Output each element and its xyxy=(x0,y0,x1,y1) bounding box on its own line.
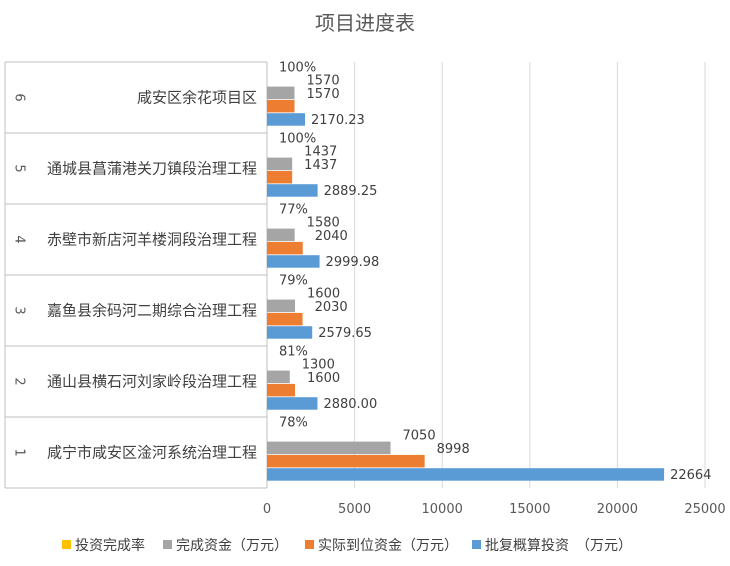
category-label: 咸宁市咸安区淦河系统治理工程 xyxy=(47,444,257,462)
data-label: 1600 xyxy=(307,287,340,302)
bar xyxy=(267,441,391,455)
data-label: 1570 xyxy=(307,87,340,102)
bar xyxy=(267,86,295,100)
category-label: 赤壁市新店河羊楼洞段治理工程 xyxy=(47,231,257,249)
legend-item[interactable]: 实际到位资金（万元） xyxy=(305,538,458,554)
category-index-label: 5 xyxy=(12,164,27,172)
data-label: 81% xyxy=(279,344,308,359)
data-label: 8998 xyxy=(437,442,470,457)
data-label: 2999.98 xyxy=(326,255,380,270)
legend-swatch xyxy=(62,540,71,549)
data-label: 2040 xyxy=(315,229,348,244)
x-tick-label: 20000 xyxy=(597,502,638,517)
x-tick-label: 25000 xyxy=(684,502,725,517)
data-label: 100% xyxy=(279,131,316,146)
category-index-label: 6 xyxy=(12,93,27,101)
bar xyxy=(267,184,318,197)
bar xyxy=(267,326,313,339)
data-label: 2030 xyxy=(315,300,348,315)
bar xyxy=(267,170,293,184)
bar xyxy=(267,157,293,171)
legend-swatch xyxy=(163,540,172,549)
bar xyxy=(267,468,665,481)
data-label: 2579.65 xyxy=(318,326,372,341)
x-tick-label: 5000 xyxy=(338,502,371,517)
data-label: 7050 xyxy=(403,429,436,444)
category-index-label: 3 xyxy=(12,306,27,314)
data-label: 1570 xyxy=(307,74,340,89)
legend-swatch xyxy=(472,540,481,549)
data-label: 2889.25 xyxy=(324,184,378,199)
data-label: 1580 xyxy=(307,216,340,231)
data-label: 100% xyxy=(279,60,316,75)
bar xyxy=(267,113,306,126)
legend-label: 批复概算投资 （万元） xyxy=(485,537,632,554)
x-axis: 0 5000 10000 15000 20000 25000 xyxy=(263,502,726,517)
category-index-label: 2 xyxy=(12,377,27,385)
data-label: 22664 xyxy=(670,468,711,483)
category-index-label: 4 xyxy=(12,235,27,243)
legend-label: 投资完成率 xyxy=(75,537,145,554)
bar xyxy=(267,312,303,326)
category-label: 嘉鱼县余码河二期综合治理工程 xyxy=(47,302,257,320)
x-tick-label: 0 xyxy=(263,502,271,517)
data-label: 1300 xyxy=(302,358,335,373)
category-label: 通城县菖蒲港关刀镇段治理工程 xyxy=(47,160,257,178)
bar xyxy=(267,299,296,313)
legend-swatch xyxy=(305,540,314,549)
bar xyxy=(267,99,295,113)
data-label: 79% xyxy=(279,273,308,288)
bar xyxy=(267,397,318,410)
chart-title: 项目进度表 xyxy=(315,11,415,35)
data-label: 77% xyxy=(279,202,308,217)
x-tick-label: 15000 xyxy=(509,502,550,517)
bar xyxy=(267,241,303,255)
legend-label: 实际到位资金（万元） xyxy=(318,538,458,554)
legend-item[interactable]: 完成资金（万元） xyxy=(163,538,288,554)
legend-label: 完成资金（万元） xyxy=(176,538,288,554)
data-label: 2880.00 xyxy=(323,397,377,412)
data-label: 78% xyxy=(279,415,308,430)
bar xyxy=(267,370,290,384)
x-tick-label: 10000 xyxy=(422,502,463,517)
category-label: 通山县横石河刘家岭段治理工程 xyxy=(47,373,257,391)
category-label: 咸安区余花项目区 xyxy=(137,89,257,107)
data-label: 1437 xyxy=(304,145,337,160)
data-label: 1437 xyxy=(304,158,337,173)
bars: 100%157015702170.23100%143714372889.2577… xyxy=(267,60,711,483)
category-index-label: 1 xyxy=(12,448,27,456)
category-axis: 6 咸安区余花项目区 5 通城县菖蒲港关刀镇段治理工程 4 赤壁市新店河羊楼洞段治理工程 3… xyxy=(4,61,268,489)
data-label: 1600 xyxy=(307,371,340,386)
bar xyxy=(267,383,296,397)
legend-item[interactable]: 批复概算投资 （万元） xyxy=(472,537,632,554)
legend-item[interactable]: 投资完成率 xyxy=(62,537,145,554)
bar xyxy=(267,228,295,242)
data-label: 2170.23 xyxy=(311,113,365,128)
bar xyxy=(267,454,425,468)
bar xyxy=(267,255,320,268)
legend[interactable]: 投资完成率 完成资金（万元） 实际到位资金（万元） 批复概算投资 （万元） xyxy=(62,537,632,554)
